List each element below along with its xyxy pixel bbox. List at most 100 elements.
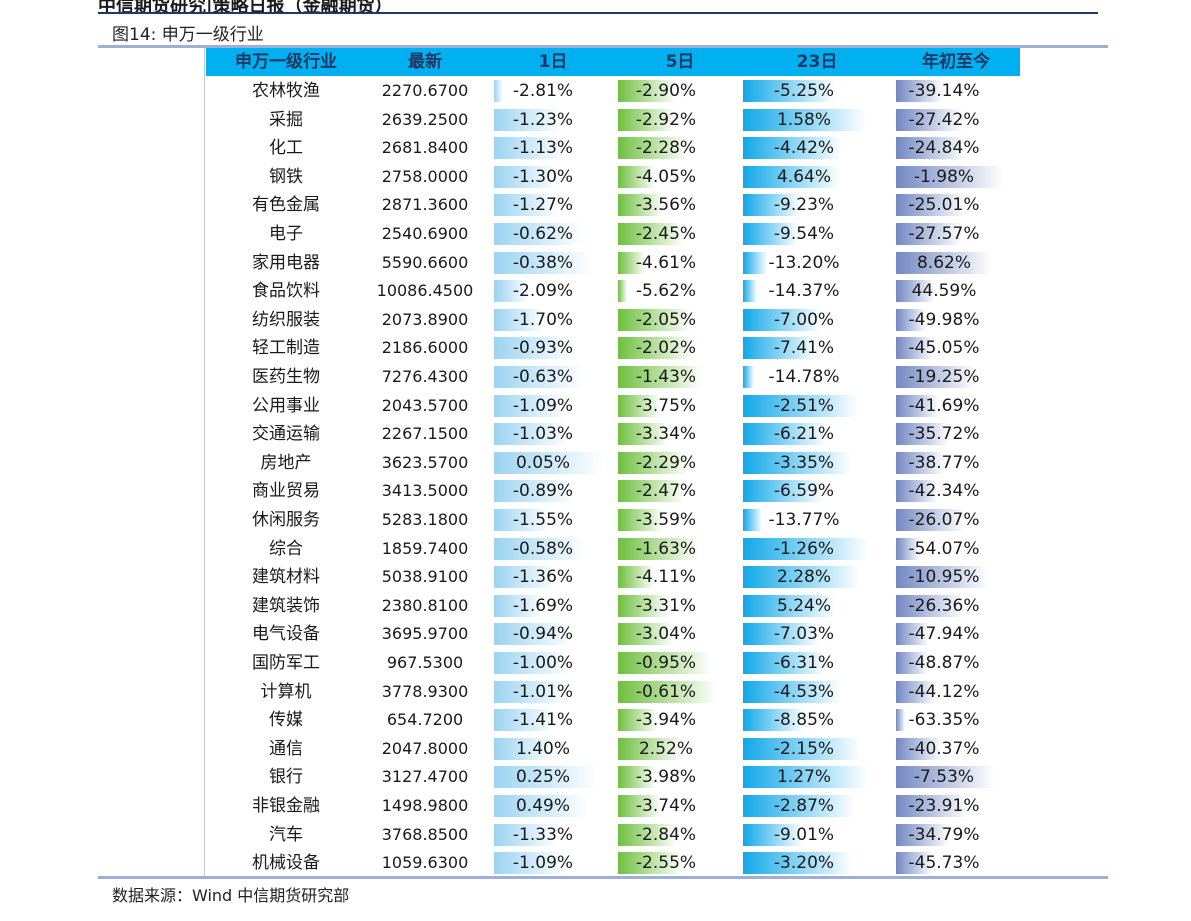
- table-row: 轻工制造 2186.6000 -0.93% -2.02% -7.41% -45.05%: [0, 334, 1191, 362]
- table-row: 钢铁 2758.0000 -1.30% -4.05% 4.64% -1.98%: [0, 163, 1191, 191]
- d5-data-bar: [618, 566, 654, 589]
- d5-change: 2.52%: [638, 738, 693, 759]
- industry-name: 电子: [269, 224, 303, 244]
- d1-change: -1.70%: [512, 309, 574, 330]
- d23-data-bar: [743, 480, 824, 503]
- d5-change: -2.55%: [635, 853, 697, 874]
- d5-data-bar: [618, 223, 684, 245]
- industry-name: 纺织服装: [252, 309, 320, 330]
- d1-change: -0.94%: [512, 624, 574, 645]
- d23-data-bar: [743, 795, 855, 817]
- d23-change: -1.26%: [773, 538, 835, 559]
- d23-change: -14.37%: [768, 281, 840, 302]
- d1-change: -1.36%: [512, 567, 574, 588]
- d1-change: -0.89%: [512, 481, 574, 502]
- table-row: 建筑装饰 2380.8100 -1.69% -3.31% 5.24% -26.36%: [0, 592, 1191, 620]
- latest-value: 2186.6000: [381, 338, 469, 358]
- industry-name: 有色金属: [252, 195, 320, 216]
- ytd-change: -26.07%: [908, 510, 980, 530]
- industry-name: 建筑材料: [252, 567, 320, 588]
- ytd-data-bar: [896, 509, 965, 531]
- d23-data-bar: [743, 594, 835, 617]
- d1-data-bar: [494, 652, 570, 674]
- d23-change: -4.42%: [773, 138, 835, 159]
- d1-data-bar: [494, 623, 572, 646]
- table-header: 申万一级行业 最新 1日 5日 23日 年初至今: [206, 48, 1020, 76]
- d5-change: -1.63%: [635, 538, 697, 559]
- source-note: 数据来源：Wind 中信期货研究部: [112, 886, 350, 905]
- ytd-change: -19.25%: [908, 367, 980, 387]
- d1-data-bar: [494, 823, 558, 846]
- ytd-change: -45.73%: [908, 853, 980, 874]
- ytd-data-bar: [896, 795, 968, 817]
- ytd-change: -48.87%: [908, 653, 980, 673]
- d5-data-bar: [618, 652, 711, 674]
- table-row: 商业贸易 3413.5000 -0.89% -2.47% -6.59% -42.34%: [0, 477, 1191, 505]
- latest-value: 2639.2500: [381, 109, 469, 129]
- d23-change: -5.25%: [773, 81, 835, 101]
- latest-value: 2758.0000: [381, 166, 469, 186]
- d23-change: -6.31%: [773, 653, 835, 673]
- d5-change: -2.90%: [635, 81, 697, 101]
- d23-change: -9.23%: [773, 195, 835, 216]
- d5-data-bar: [618, 823, 677, 846]
- d1-change: -1.41%: [512, 710, 574, 731]
- d23-data-bar: [743, 223, 799, 245]
- d1-data-bar: [494, 337, 572, 360]
- latest-value: 3778.9300: [381, 681, 469, 701]
- latest-value: 2073.8900: [381, 309, 469, 329]
- latest-value: 3768.8500: [381, 824, 469, 844]
- d23-change: -4.53%: [773, 681, 835, 702]
- d1-change: -2.09%: [512, 281, 574, 302]
- ytd-change: -27.57%: [908, 224, 980, 244]
- table-row: 汽车 3768.8500 -1.33% -2.84% -9.01% -34.79%: [0, 821, 1191, 849]
- d5-change: -2.28%: [635, 138, 697, 159]
- d23-data-bar: [743, 623, 820, 646]
- d23-change: -7.03%: [773, 624, 835, 645]
- d1-data-bar: [494, 795, 589, 817]
- ytd-change: -35.72%: [908, 424, 980, 445]
- ytd-data-bar: [896, 566, 989, 589]
- industry-name: 机械设备: [252, 853, 320, 874]
- latest-value: 1859.7400: [381, 538, 469, 558]
- ytd-data-bar: [896, 337, 935, 360]
- ytd-data-bar: [896, 766, 994, 789]
- industry-name: 公用事业: [252, 395, 320, 416]
- d5-change: -3.04%: [635, 624, 697, 645]
- ytd-change: -42.34%: [908, 481, 980, 502]
- d1-data-bar: [494, 566, 557, 589]
- ytd-data-bar: [896, 823, 951, 846]
- industry-name: 汽车: [269, 824, 303, 845]
- table-row: 公用事业 2043.5700 -1.09% -3.75% -2.51% -41.69%: [0, 392, 1191, 420]
- d5-change: -1.43%: [635, 367, 697, 387]
- ytd-change: -54.07%: [908, 538, 980, 559]
- ytd-data-bar: [896, 652, 928, 674]
- d1-data-bar: [494, 423, 569, 446]
- table-row: 建筑材料 5038.9100 -1.36% -4.11% 2.28% -10.95%: [0, 563, 1191, 591]
- latest-value: 2047.8000: [381, 738, 469, 758]
- d5-data-bar: [618, 308, 692, 331]
- d23-change: -8.85%: [773, 710, 835, 731]
- d23-data-bar: [743, 566, 860, 589]
- d23-change: -6.21%: [773, 424, 835, 445]
- d1-change: -0.63%: [512, 367, 574, 387]
- industry-name: 农林牧渔: [252, 81, 320, 101]
- d23-data-bar: [743, 737, 861, 760]
- ytd-change: -44.12%: [908, 681, 980, 702]
- d5-data-bar: [618, 194, 664, 217]
- d1-change: 1.40%: [515, 738, 570, 759]
- d23-change: -14.78%: [768, 367, 840, 387]
- d5-data-bar: [618, 251, 645, 274]
- ytd-change: -45.05%: [908, 338, 980, 359]
- ytd-change: -41.69%: [908, 395, 980, 416]
- d5-change: -2.45%: [635, 224, 697, 244]
- d5-change: -5.62%: [635, 281, 697, 302]
- latest-value: 2380.8100: [381, 595, 469, 615]
- d1-change: -0.62%: [512, 224, 574, 244]
- d1-data-bar: [494, 108, 561, 131]
- d5-change: -3.74%: [635, 796, 697, 816]
- d1-data-bar: [494, 537, 585, 560]
- d5-data-bar: [618, 280, 627, 303]
- d23-data-bar: [743, 308, 820, 331]
- table-row: 医药生物 7276.4300 -0.63% -1.43% -14.78% -19.25%: [0, 363, 1191, 391]
